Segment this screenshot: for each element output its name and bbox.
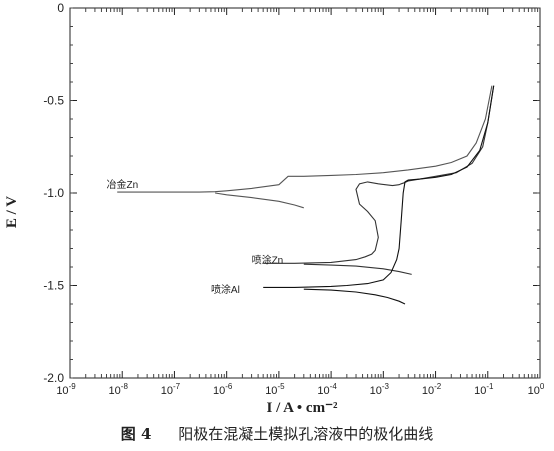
curve-label: 喷涂Al <box>211 283 240 296</box>
polarization-curve-1 <box>117 85 493 193</box>
polarization-curve-1 <box>215 192 304 209</box>
x-tick-label: 10-1 <box>474 382 494 397</box>
polarization-curve-2 <box>263 85 495 264</box>
figure-title: 阳极在混凝土模拟孔溶液中的极化曲线 <box>178 425 434 443</box>
polarization-curve-2 <box>303 263 412 275</box>
polarization-curve-3 <box>303 288 406 305</box>
polarization-curve-3 <box>263 85 495 288</box>
figure-caption: 图 4 阳极在混凝土模拟孔溶液中的极化曲线 <box>0 423 554 447</box>
y-tick-label: -0.5 <box>43 94 64 108</box>
x-tick-label: 10-5 <box>265 382 285 397</box>
curve-label: 冶金Zn <box>107 178 139 191</box>
figure-number: 图 4 <box>120 425 152 443</box>
x-tick-label: 10-4 <box>317 382 337 397</box>
y-tick-label: 0 <box>57 1 64 15</box>
x-tick-label: 10-2 <box>422 382 442 397</box>
x-axis-label: I / A • cm⁻² <box>266 400 338 416</box>
x-tick-label: 10-9 <box>56 382 76 397</box>
chart-annotations: 冶金Zn 喷涂Zn 喷涂Al <box>107 178 284 296</box>
x-tick-label: 100 <box>528 382 545 397</box>
y-tick-label: -1.5 <box>43 279 64 293</box>
x-tick-label: 10-7 <box>161 382 181 397</box>
y-tick-label: -2.0 <box>43 371 64 385</box>
chart-curves <box>117 85 495 305</box>
curve-label: 喷涂Zn <box>252 254 284 267</box>
x-tick-label: 10-3 <box>370 382 390 397</box>
plot-frame <box>69 7 541 379</box>
x-tick-label: 10-8 <box>109 382 129 397</box>
y-tick-label: -1.0 <box>43 186 64 200</box>
chart-axes: 0 -0.5 -1.0 -1.5 -2.010-9 10-8 10-7 10-6 10-5 10-… <box>43 1 545 397</box>
y-axis-label: E / V <box>4 196 20 228</box>
x-tick-label: 10-6 <box>213 382 233 397</box>
